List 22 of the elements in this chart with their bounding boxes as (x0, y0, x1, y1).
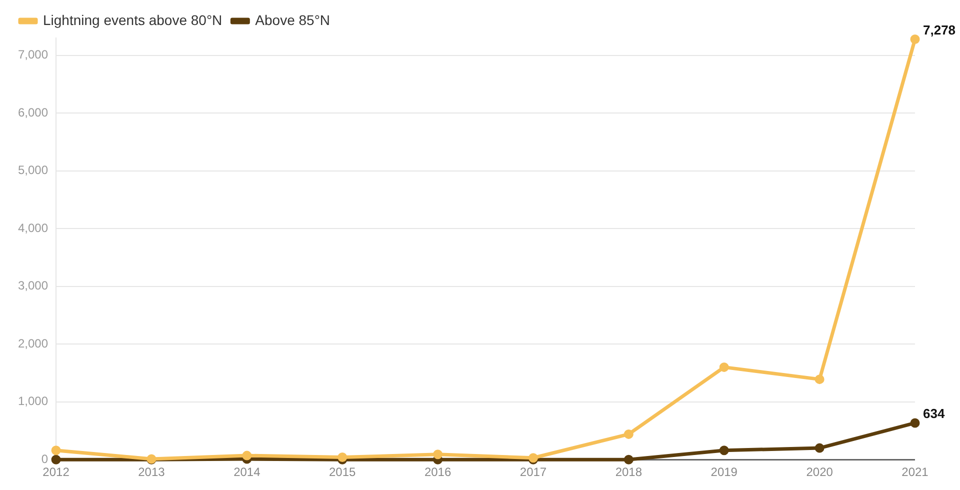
y-tick-label: 6,000 (18, 105, 48, 120)
x-tick-label: 2021 (902, 465, 929, 480)
y-tick-label: 4,000 (18, 220, 48, 235)
legend-label: Lightning events above 80°N (43, 12, 222, 28)
y-tick-label: 1,000 (18, 394, 48, 408)
data-label: 634 (923, 406, 946, 422)
y-tick-label: 2,000 (18, 336, 48, 350)
legend-label: Above 85°N (255, 12, 330, 28)
x-tick-label: 2017 (520, 465, 547, 480)
y-tick-label: 5,000 (18, 163, 48, 178)
x-tick-label: 2013 (138, 465, 166, 480)
x-tick-label: 2016 (424, 465, 452, 480)
x-tick-label: 2012 (42, 465, 70, 480)
x-tick-label: 2020 (806, 465, 834, 480)
y-tick-label: 3,000 (18, 278, 48, 293)
x-tick-label: 2014 (234, 465, 261, 480)
data-label: 7,278 (923, 22, 956, 38)
y-tick-label: 7,000 (18, 48, 48, 62)
x-tick-label: 2015 (329, 465, 356, 480)
x-tick-label: 2019 (710, 465, 738, 480)
x-tick-label: 2018 (615, 465, 642, 480)
y-tick-label: 0 (41, 452, 48, 466)
